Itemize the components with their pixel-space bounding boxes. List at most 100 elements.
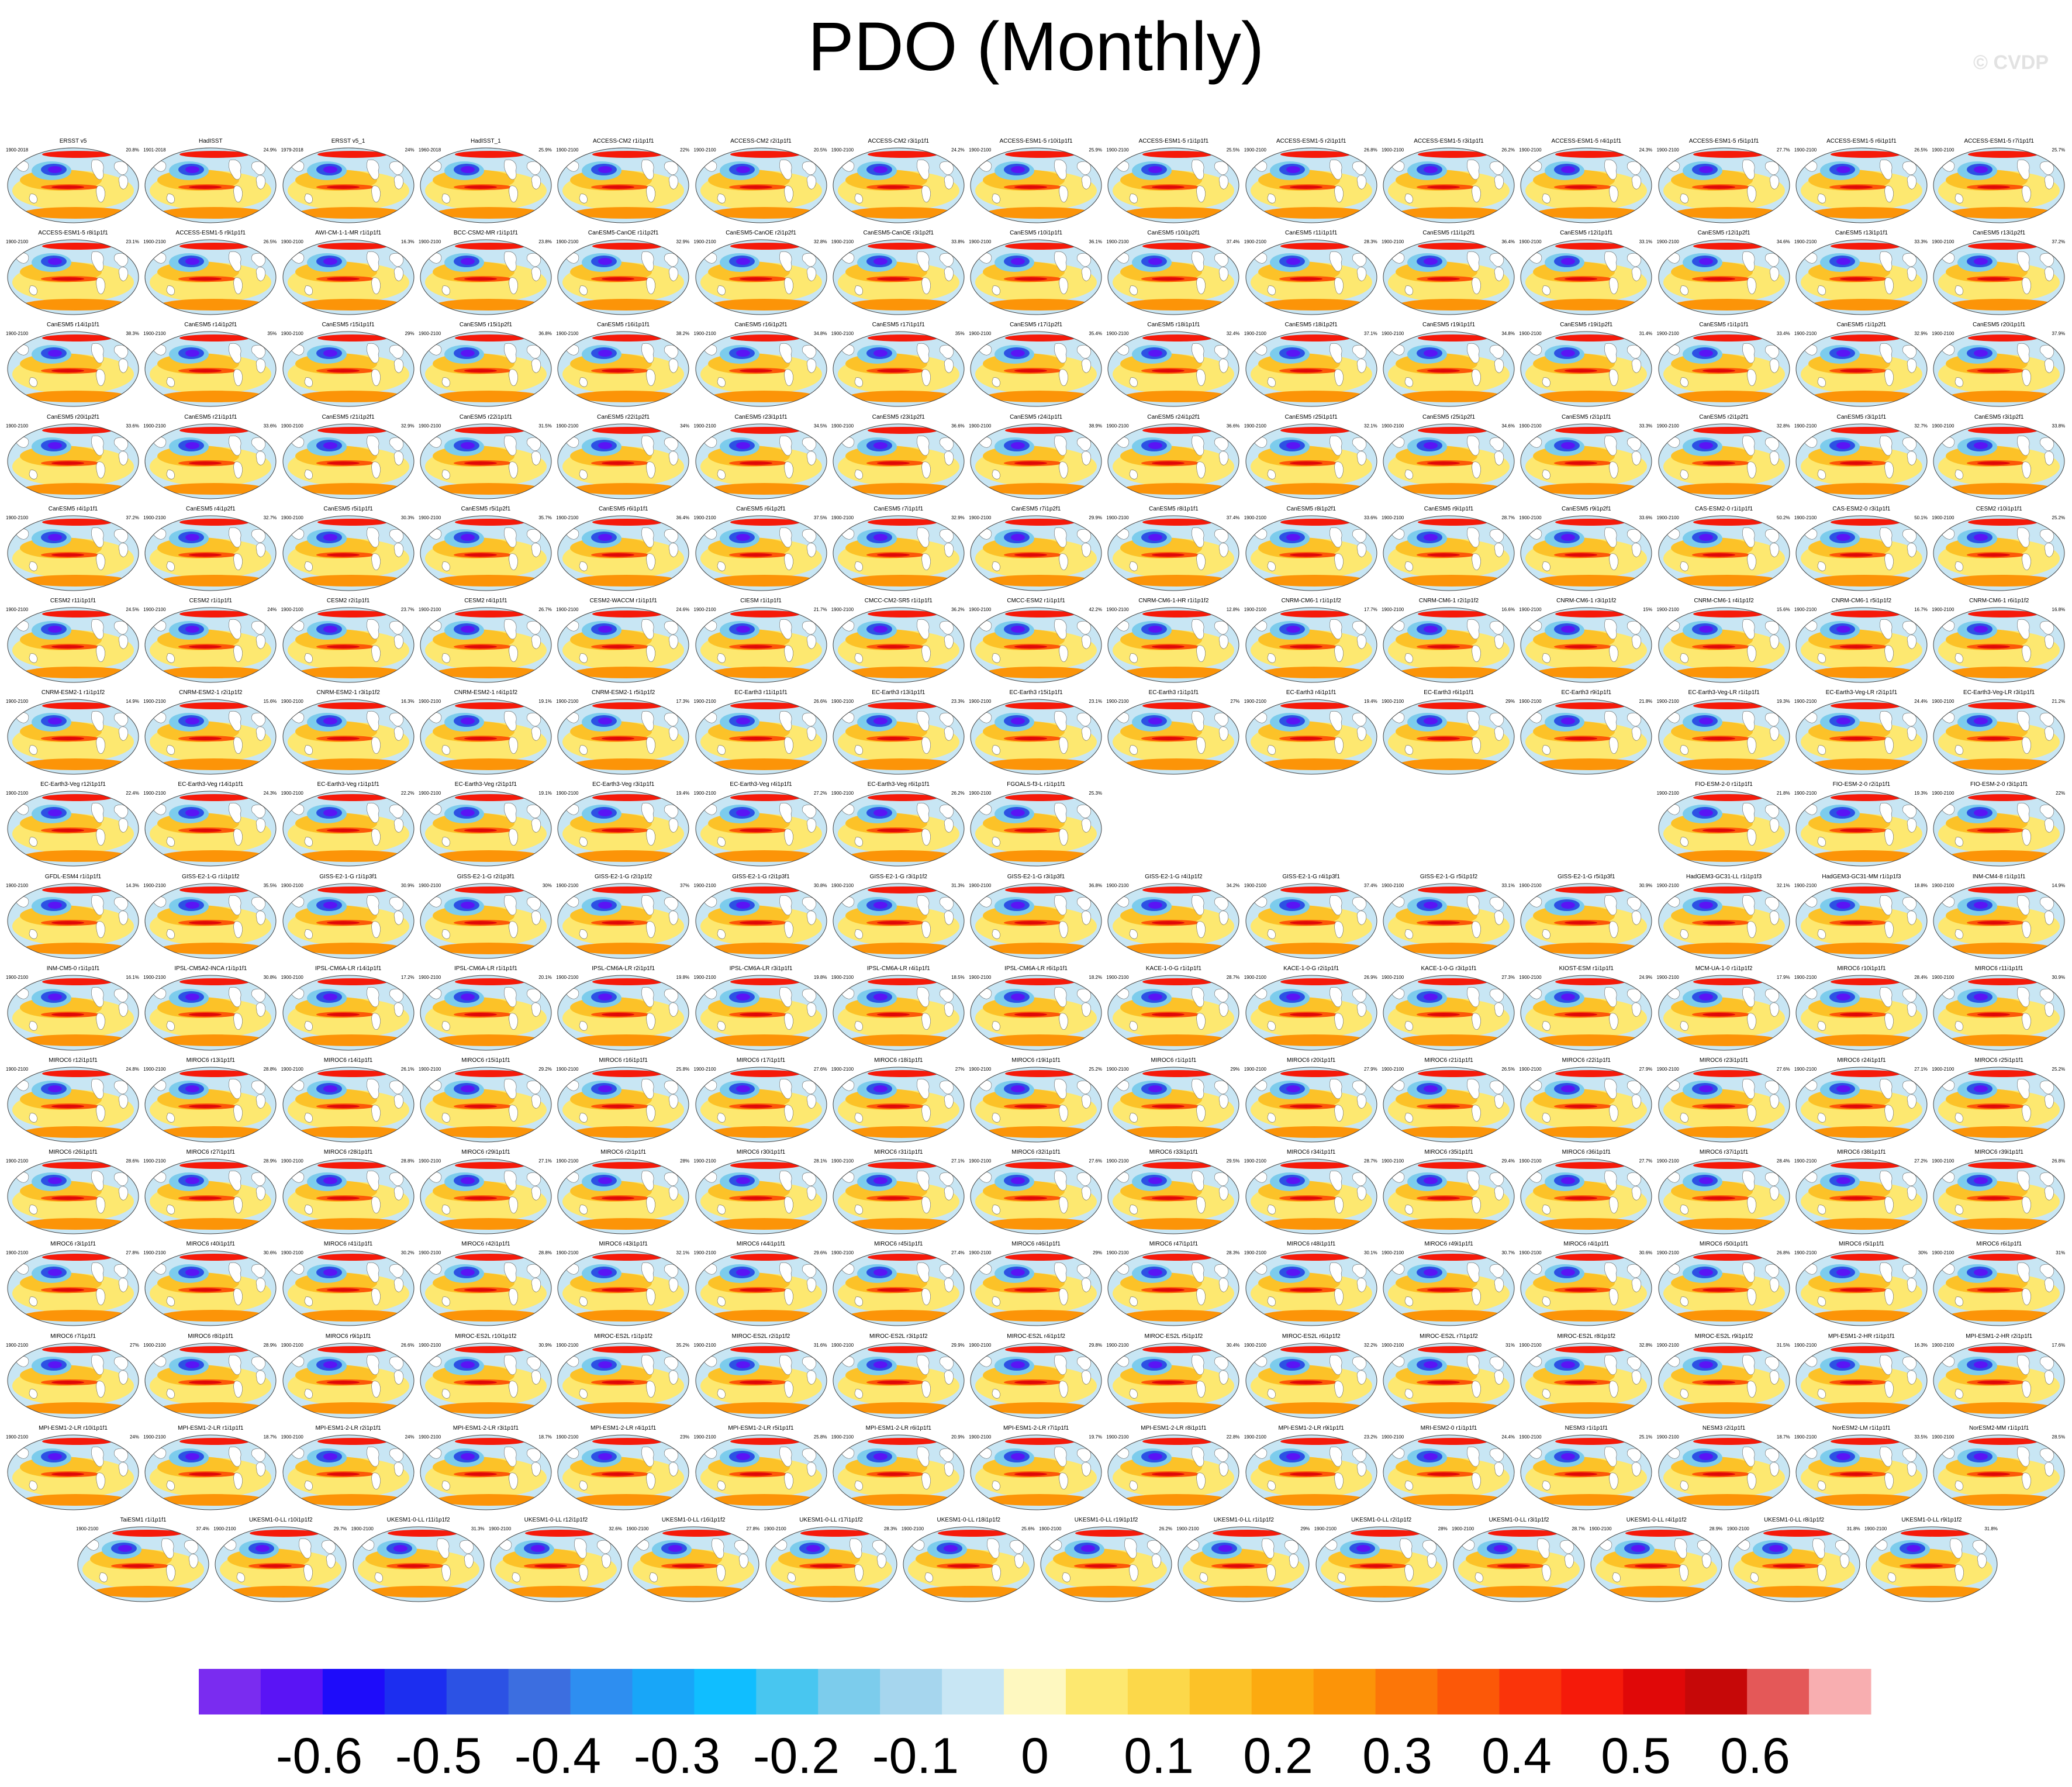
panel-years: 1900-2100 (1244, 1250, 1266, 1256)
panel-title: CMCC-ESM2 r1i1p1f1 (1007, 598, 1065, 604)
map-panel-178: MIROC6 r40i1p1f1 1900-2100 30.6% (142, 1241, 279, 1329)
panel-variance-pct: 27.8% (746, 1526, 760, 1531)
map-panel-90: CNRM-CM6-1 r6i1p1f2 1900-2100 16.8% (1931, 598, 2067, 685)
panel-variance-pct: 23.1% (1089, 699, 1103, 705)
panel-title: UKESM1-0-LL r16i1p1f2 (661, 1517, 726, 1523)
panel-title: CNRM-CM6-1-HR r1i1p1f2 (1138, 598, 1209, 604)
panel-variance-pct: 20.9% (951, 1434, 965, 1440)
pdo-map (557, 239, 689, 315)
panel-title: CanESM5 r19i1p2f1 (1560, 322, 1613, 329)
panel-years: 1900-2100 (1519, 423, 1542, 429)
panel-years: 1900-2100 (1244, 515, 1266, 520)
panel-years: 1900-2100 (969, 1250, 992, 1256)
pdo-map (282, 1158, 415, 1234)
pdo-map (420, 607, 552, 683)
panel-variance-pct: 19.4% (1364, 699, 1377, 705)
panel-title: CanESM5 r25i1p2f1 (1422, 413, 1476, 420)
panel-years: 1900-2100 (143, 791, 166, 796)
panel-years: 1900-2100 (1794, 1434, 1817, 1440)
panel-title: EC-Earth3-Veg-LR r2i1p1f1 (1825, 689, 1898, 696)
panel-title: HadISST_1 (471, 138, 501, 144)
panel-title: CanESM5 r7i1p2f1 (1011, 505, 1061, 512)
panel-variance-pct: 28.8% (400, 1158, 415, 1164)
panel-title: MIROC6 r42i1p1f1 (461, 1241, 510, 1248)
panel-title: INM-CM4-8 r1i1p1f1 (1972, 873, 2026, 880)
map-panel-43: CanESM5 r1i1p1f1 1900-2100 33.4% (1656, 322, 1793, 409)
panel-variance-pct: 37.1% (1364, 331, 1377, 337)
colorbar-boxes (199, 1669, 1871, 1714)
panel-title: CanESM5 r1i1p1f1 (1699, 322, 1749, 329)
panel-variance-pct: 32.7% (1914, 423, 1928, 429)
panel-title: KACE-1-0-G r1i1p1f1 (1145, 965, 1201, 972)
map-panel-84: CNRM-CM6-1-HR r1i1p1f2 1900-2100 12.8% (1105, 598, 1242, 685)
panel-variance-pct: 24% (405, 147, 415, 153)
panel-title: CanESM5 r22i1p2f1 (597, 413, 650, 420)
panel-title: MIROC-ES2L r4i1p1f2 (1007, 1333, 1065, 1340)
panel-title: UKESM1-0-LL r10i1p1f2 (249, 1517, 313, 1523)
pdo-map (420, 331, 552, 407)
panel-years: 1900-2100 (1382, 974, 1404, 980)
map-panel-72: CanESM5 r9i1p2f1 1900-2100 33.6% (1518, 506, 1655, 594)
panel-years: 1900-2100 (418, 974, 441, 980)
map-panel-206: MPI-ESM1-2-HR r2i1p1f1 1900-2100 17.6% (1931, 1333, 2067, 1421)
panel-title: CanESM5 r14i1p2f1 (184, 322, 237, 329)
panel-variance-pct: 25.2% (2052, 1067, 2066, 1072)
panel-title: CNRM-CM6-1 r1i1p1f2 (1281, 598, 1341, 604)
panel-years: 1900-2100 (831, 147, 854, 153)
map-panel-127: GISS-E2-1-G r5i1p1f2 1900-2100 33.1% (1380, 874, 1517, 961)
panel-years: 1900-2100 (281, 607, 303, 612)
pdo-map (557, 791, 689, 867)
panel-years: 1900-2100 (556, 1250, 579, 1256)
map-panel-141: KACE-1-0-G r2i1p1f1 1900-2100 26.9% (1243, 965, 1380, 1053)
pdo-map (1795, 883, 1928, 959)
panel-variance-pct: 31.8% (1984, 1526, 1998, 1531)
colorbar-box-14 (1004, 1669, 1066, 1714)
panel-title: MIROC6 r26i1p1f1 (49, 1149, 98, 1156)
pdo-map (1107, 331, 1239, 407)
pdo-map (1107, 699, 1239, 775)
map-panel-37: CanESM5 r17i1p1f1 1900-2100 35% (830, 322, 967, 409)
pdo-map (282, 1067, 415, 1143)
pdo-map (144, 1250, 277, 1326)
pdo-map (7, 515, 139, 591)
pdo-map (144, 975, 277, 1051)
panel-variance-pct: 18.7% (263, 1434, 277, 1440)
pdo-map (144, 699, 277, 775)
panel-years: 1900-2100 (969, 1434, 992, 1440)
colorbar-box-15 (1065, 1669, 1128, 1714)
panel-years: 1900-2100 (969, 1342, 992, 1348)
panel-years: 1900-2100 (693, 607, 716, 612)
panel-years: 1900-2100 (831, 699, 854, 705)
panel-variance-pct: 33.3% (1639, 423, 1653, 429)
map-panel-169: MIROC6 r32i1p1f1 1900-2100 27.6% (968, 1149, 1104, 1237)
panel-variance-pct: 36.4% (1501, 239, 1515, 245)
map-panel-205: MPI-ESM1-2-HR r1i1p1f1 1900-2100 16.3% (1793, 1333, 1930, 1421)
map-panel-223: UKESM1-0-LL r10i1p1f2 1900-2100 29.7% (212, 1517, 349, 1605)
pdo-map (833, 699, 965, 775)
map-panel-111: EC-Earth3-Veg r4i1p1f1 1900-2100 27.2% (693, 781, 830, 869)
panel-years: 1900-2100 (693, 791, 716, 796)
pdo-map (1245, 331, 1377, 407)
map-panel-99: EC-Earth3 r1i1p1f1 1900-2100 27% (1105, 689, 1242, 777)
colorbar-box-13 (942, 1669, 1004, 1714)
pdo-map (1245, 975, 1377, 1051)
map-panel-125: GISS-E2-1-G r4i1p1f2 1900-2100 34.2% (1105, 874, 1242, 961)
panel-title: BCC-CSM2-MR r1i1p1f1 (453, 230, 518, 237)
panel-variance-pct: 30.9% (1639, 882, 1653, 888)
panel-title: ACCESS-ESM1-5 r6i1p1f1 (1826, 138, 1897, 144)
pdo-map (557, 1250, 689, 1326)
map-panel-182: MIROC6 r44i1p1f1 1900-2100 29.6% (693, 1241, 830, 1329)
map-panel-89: CNRM-CM6-1 r5i1p1f2 1900-2100 16.7% (1793, 598, 1930, 685)
panel-years: 1900-2100 (831, 239, 854, 245)
panel-years: 1900-2100 (281, 1067, 303, 1072)
map-panel-100: EC-Earth3 r4i1p1f1 1900-2100 19.4% (1243, 689, 1380, 777)
panel-title: CAS-ESM2-0 r3i1p1f1 (1832, 505, 1891, 512)
panel-variance-pct: 28.7% (1501, 515, 1515, 520)
panel-variance-pct: 19.1% (538, 699, 552, 705)
panel-variance-pct: 34% (680, 423, 690, 429)
pdo-map (7, 699, 139, 775)
map-panel-20: CanESM5-CanOE r1i1p2f1 1900-2100 32.9% (555, 230, 692, 318)
map-panel-68: CanESM5 r7i1p2f1 1900-2100 29.9% (968, 506, 1104, 594)
panel-variance-pct: 29.2% (538, 1067, 552, 1072)
map-panel-142: KACE-1-0-G r3i1p1f1 1900-2100 27.3% (1380, 965, 1517, 1053)
